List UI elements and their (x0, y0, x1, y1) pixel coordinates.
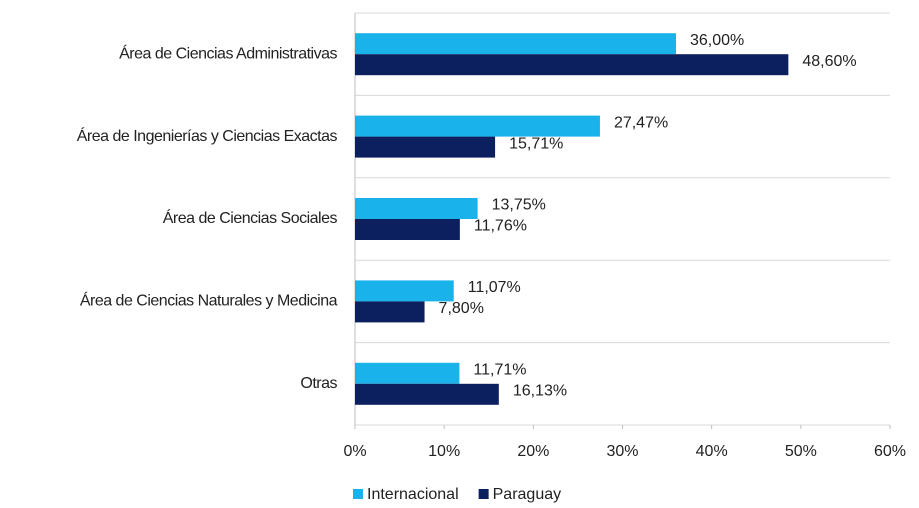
bar (355, 362, 460, 384)
x-tick-label: 20% (517, 443, 549, 460)
y-tick-label: Área de Ciencias Administrativas (119, 43, 337, 62)
data-label: 13,75% (492, 197, 546, 214)
data-label: 7,80% (439, 300, 484, 317)
data-label: 11,76% (474, 218, 527, 235)
legend-swatch (353, 489, 363, 499)
legend-swatch (478, 489, 489, 499)
data-label: 15,71% (509, 135, 563, 152)
data-label: 16,13% (513, 383, 567, 400)
y-tick-label: Otras (300, 375, 337, 392)
y-tick-label: Área de Ciencias Sociales (163, 208, 338, 227)
bar (355, 33, 676, 55)
bar (355, 383, 499, 405)
bar (355, 198, 478, 219)
y-tick-label: Área de Ingenierías y Ciencias Exactas (77, 126, 338, 145)
x-tick-label: 30% (606, 443, 638, 460)
data-label: 48,60% (802, 53, 856, 70)
y-tick-label: Área de Ciencias Naturales y Medicina (80, 291, 338, 310)
bar (355, 219, 460, 240)
bar (355, 280, 454, 302)
x-tick-label: 40% (696, 443, 728, 460)
bar (355, 301, 425, 323)
x-tick-label: 50% (785, 443, 817, 460)
data-label: 36,00% (690, 32, 744, 49)
data-label: 27,47% (614, 114, 668, 131)
bar (355, 115, 600, 137)
data-label: 11,07% (468, 279, 521, 296)
bar (355, 136, 496, 158)
legend-label: Internacional (367, 486, 459, 503)
x-tick-label: 60% (874, 443, 906, 460)
legend-label: Paraguay (493, 486, 562, 503)
data-label: 11,71% (473, 362, 526, 379)
x-tick-label: 10% (428, 443, 460, 460)
x-tick-label: 0% (343, 443, 366, 460)
bar (355, 54, 789, 76)
